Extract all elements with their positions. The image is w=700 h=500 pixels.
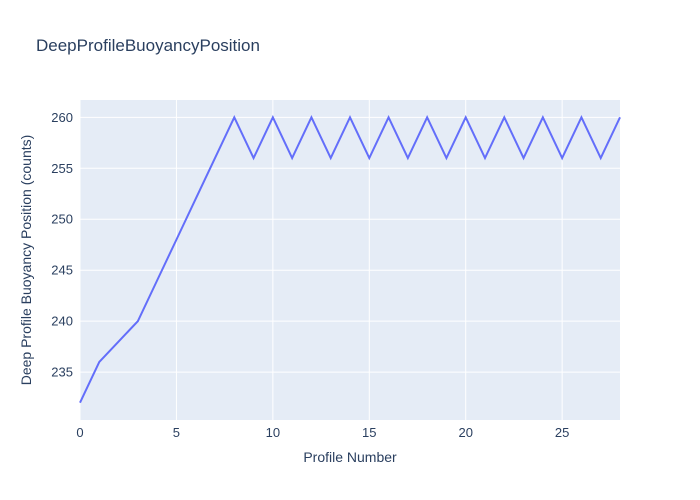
y-tick-label: 245 [51,263,73,278]
x-tick-label: 25 [555,425,569,440]
gridlines [79,100,620,420]
y-tick-label: 260 [51,110,73,125]
x-tick-label: 10 [266,425,280,440]
chart-title: DeepProfileBuoyancyPosition [36,36,260,55]
y-tick-label: 240 [51,314,73,329]
y-tick-label: 255 [51,161,73,176]
y-axis-title: Deep Profile Buoyancy Position (counts) [18,135,34,386]
plot-area[interactable] [80,100,620,420]
y-tick-label: 235 [51,365,73,380]
tick-labels: 235 240 245 250 255 260 0 5 10 15 20 25 [51,110,569,440]
data-line[interactable] [79,114,621,404]
data-trace [79,114,621,404]
x-tick-label: 5 [173,425,180,440]
x-tick-label: 0 [76,425,83,440]
y-tick-label: 250 [51,212,73,227]
x-axis-title: Profile Number [303,449,397,465]
x-tick-label: 20 [458,425,472,440]
x-tick-label: 15 [362,425,376,440]
